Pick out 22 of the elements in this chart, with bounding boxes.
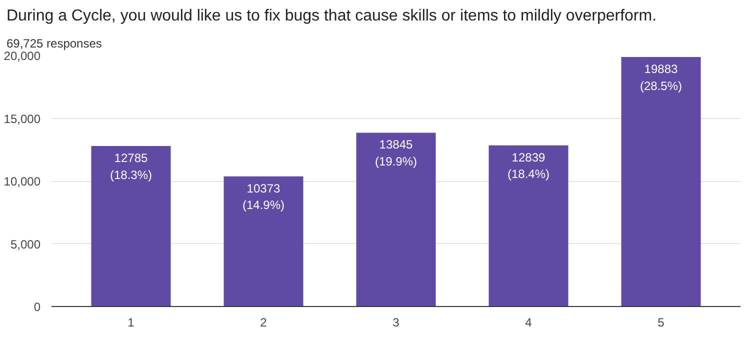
chart-title: During a Cycle, you would like us to fix bugs that cause skills or items to mildly overperform. bbox=[6, 8, 657, 24]
y-tick-label: 20,000 bbox=[4, 49, 41, 63]
y-tick-label: 5,000 bbox=[10, 237, 41, 252]
data-label: 12839 (18.4%) bbox=[507, 150, 550, 182]
y-tick-label: 15,000 bbox=[4, 112, 41, 126]
y-tick-label: 0 bbox=[34, 300, 41, 314]
x-tick-label: 4 bbox=[525, 316, 532, 330]
data-label: 10373 (14.9%) bbox=[242, 181, 285, 212]
bar bbox=[91, 146, 171, 306]
bar bbox=[621, 56, 701, 306]
x-tick-label: 2 bbox=[260, 316, 268, 330]
x-tick-label: 5 bbox=[658, 316, 665, 330]
bar bbox=[224, 176, 304, 306]
y-tick-label: 10,000 bbox=[4, 174, 41, 188]
chart-subtitle: 69,725 responses bbox=[6, 36, 102, 50]
data-label: 12785 (18.3%) bbox=[110, 151, 152, 182]
x-tick-label: 1 bbox=[128, 316, 135, 330]
bar bbox=[488, 145, 568, 306]
x-tick-label: 3 bbox=[392, 316, 400, 330]
data-label: 19883 (28.5%) bbox=[640, 62, 682, 93]
bar bbox=[356, 132, 436, 306]
data-label: 13845 (19.9%) bbox=[374, 138, 418, 169]
